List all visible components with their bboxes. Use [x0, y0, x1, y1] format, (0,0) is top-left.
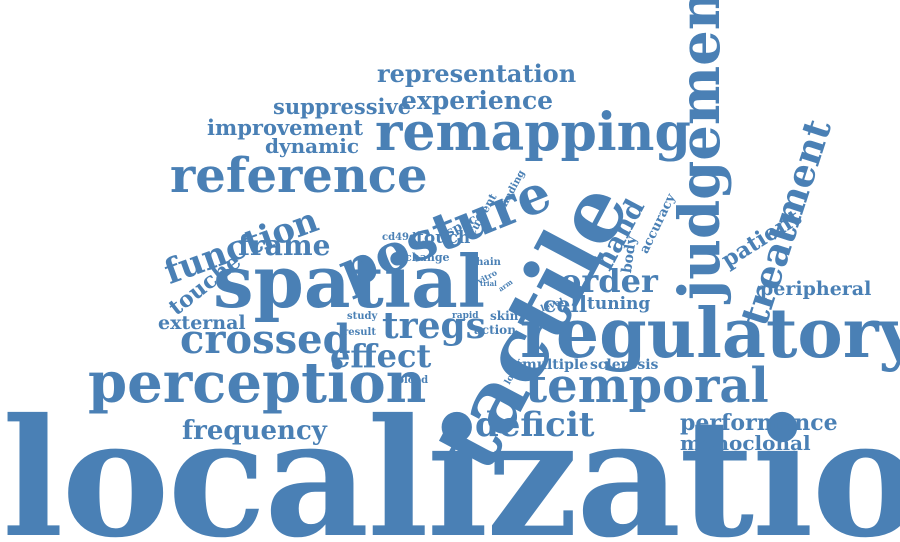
- word-action: action: [474, 323, 516, 337]
- word-temporal: temporal: [525, 358, 769, 414]
- word-cd49d: cd49d: [382, 232, 416, 243]
- word-representation: representation: [377, 59, 577, 88]
- word-localization: localization: [2, 384, 900, 542]
- word-chain: chain: [470, 257, 501, 268]
- word-suppressive: suppressive: [273, 94, 412, 119]
- word-blood: blood: [397, 375, 429, 386]
- word-frequency: frequency: [182, 416, 327, 446]
- word-multiple: multiple: [522, 357, 589, 373]
- word-deficit: deficit: [475, 405, 595, 445]
- word-dynamic: dynamic: [265, 134, 360, 158]
- word-improvement: improvement: [207, 115, 364, 140]
- word-peripheral: peripheral: [760, 278, 872, 300]
- word-cell: cell: [543, 292, 588, 318]
- word-trial: trial: [480, 279, 497, 288]
- word-experience: experience: [401, 86, 554, 115]
- word-regulatory: regulatory: [520, 294, 900, 374]
- word-spatial: spatial: [213, 239, 486, 324]
- word-change: change: [405, 251, 450, 264]
- word-performance: performance: [680, 410, 838, 436]
- word-skin: skin: [490, 309, 519, 323]
- word-remapping: remapping: [375, 102, 691, 163]
- word-result: result: [343, 327, 376, 338]
- word-monoclonal: monoclonal: [680, 431, 811, 455]
- word-frame: frame: [238, 229, 331, 262]
- word-tregs: tregs: [382, 305, 486, 347]
- word-external: external: [158, 312, 246, 334]
- word-touch: touch: [416, 228, 471, 248]
- word-order: order: [560, 262, 658, 300]
- word-sclerosis: sclerosis: [590, 357, 659, 373]
- word-study: study: [347, 311, 378, 322]
- word-rapid: rapid: [452, 311, 479, 321]
- word-effect: effect: [330, 337, 432, 375]
- word-reference: reference: [170, 148, 428, 204]
- word-crossed: crossed: [180, 316, 351, 363]
- word-perception: perception: [88, 350, 427, 416]
- word-tuning: tuning: [587, 294, 651, 314]
